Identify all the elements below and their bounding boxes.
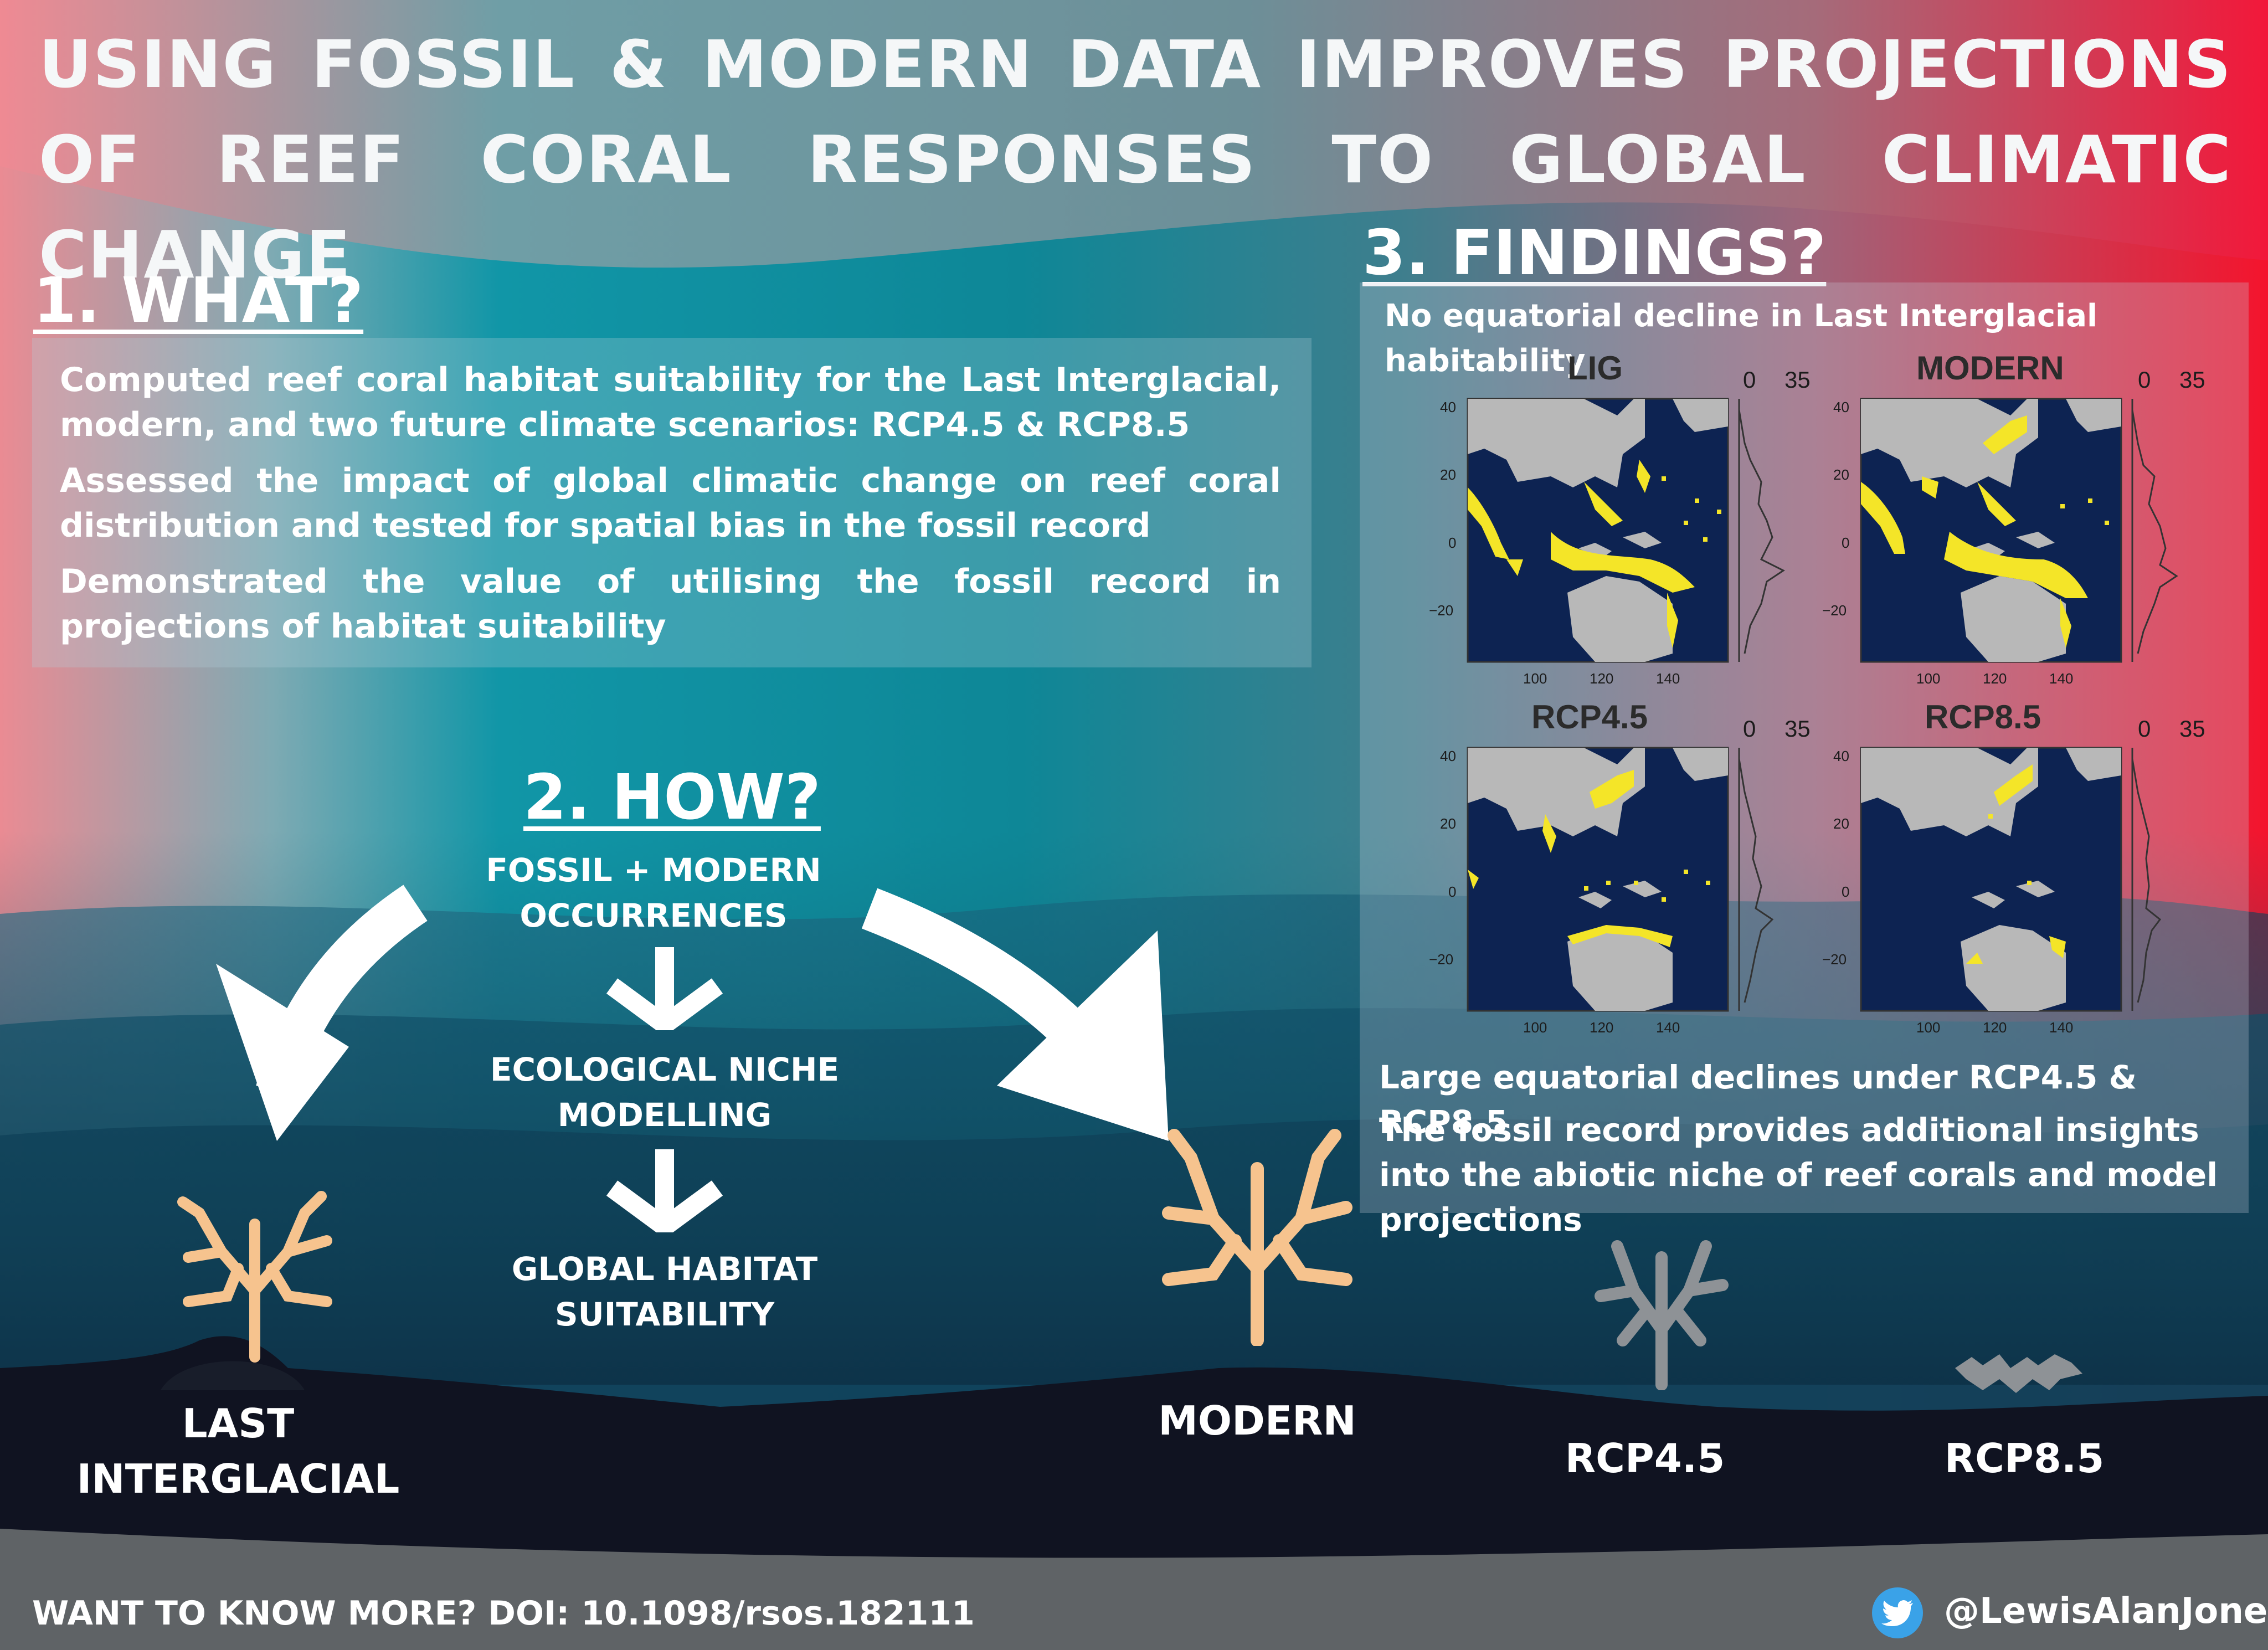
habitat-map <box>1467 747 1774 1012</box>
era-label-lig: LAST INTERGLACIAL <box>76 1400 400 1502</box>
findings-heading: 3. FINDINGS? <box>1362 217 1827 289</box>
scale-min: 0 <box>2138 716 2151 742</box>
y-tick: 40 <box>1833 748 1849 764</box>
habitat-map <box>1860 747 2162 1012</box>
how-step-occurrences: FOSSIL + MODERN OCCURRENCES <box>486 851 821 934</box>
down-arrow-icon <box>606 1149 723 1232</box>
what-heading: 1. WHAT? <box>33 265 364 337</box>
map-lig: LIG 0 35 40 20 0 −20 100 120 140 <box>1385 343 1822 687</box>
bird-icon <box>1881 1600 1913 1626</box>
y-tick: 0 <box>1448 534 1457 551</box>
y-tick: 20 <box>1440 815 1456 832</box>
map-rcp85: RCP8.5 0 35 40 20 0 −20 100 120 140 <box>1778 692 2221 1036</box>
how-heading: 2. HOW? <box>523 762 821 834</box>
x-tick: 120 <box>1590 1019 1614 1036</box>
scale-max: 35 <box>1784 367 1811 393</box>
y-tick: 40 <box>1440 748 1456 764</box>
map-label-rcp45: RCP4.5 <box>1531 698 1648 736</box>
y-tick: −20 <box>1429 951 1454 968</box>
map-modern: MODERN 0 35 40 20 0 −20 100 120 140 <box>1778 343 2221 687</box>
curved-arrow-left-icon <box>216 885 428 1141</box>
x-tick: 140 <box>2049 670 2074 687</box>
dead-coral-icon <box>1955 1354 2082 1393</box>
habitat-map <box>1860 398 2178 663</box>
twitter-icon[interactable] <box>1872 1587 1923 1638</box>
y-tick: 20 <box>1440 466 1456 483</box>
x-tick: 120 <box>1590 670 1614 687</box>
poster-title: USING FOSSIL & MODERN DATA IMPROVES PROJ… <box>39 26 2232 293</box>
y-tick: 20 <box>1833 815 1849 832</box>
map-label-modern: MODERN <box>1916 349 2064 387</box>
healthy-coral-icon <box>1162 1129 1352 1346</box>
seabed-mound <box>161 1361 305 1390</box>
y-tick: 40 <box>1833 399 1849 415</box>
y-tick: 40 <box>1440 399 1456 415</box>
healthy-coral-icon <box>177 1191 332 1363</box>
map-rcp45: RCP4.5 0 35 40 20 0 −20 100 120 140 <box>1385 692 1822 1036</box>
y-tick: −20 <box>1822 951 1847 968</box>
down-arrow-icon <box>606 947 723 1030</box>
scale-min: 0 <box>2138 367 2151 393</box>
curved-arrow-right-icon <box>861 888 1169 1141</box>
scale-max: 35 <box>1784 716 1811 742</box>
scale-min: 0 <box>1743 716 1756 742</box>
scale-min: 0 <box>1743 367 1756 393</box>
habitat-map <box>1467 398 1785 663</box>
what-point-2: Assessed the impact of global climatic c… <box>60 461 1281 545</box>
y-tick: −20 <box>1822 602 1847 619</box>
findings-subtitle: No equatorial decline in Last Interglaci… <box>1385 298 2098 379</box>
x-tick: 120 <box>1983 670 2007 687</box>
x-tick: 100 <box>1523 670 1547 687</box>
y-tick: 0 <box>1842 534 1850 551</box>
era-label-modern: MODERN <box>1158 1397 1356 1444</box>
x-tick: 100 <box>1916 670 1941 687</box>
what-point-1: Computed reef coral habitat suitability … <box>60 361 1281 444</box>
map-label-lig: LIG <box>1567 349 1623 387</box>
doi-link[interactable]: WANT TO KNOW MORE? DOI: 10.1098/rsos.182… <box>32 1594 975 1633</box>
y-tick: 0 <box>1448 883 1457 900</box>
era-label-rcp85: RCP8.5 <box>1944 1435 2105 1482</box>
x-tick: 120 <box>1983 1019 2007 1036</box>
what-panel: Computed reef coral habitat suitability … <box>32 338 1312 667</box>
scale-max: 35 <box>2179 367 2205 393</box>
x-tick: 140 <box>1656 1019 1680 1036</box>
y-tick: −20 <box>1429 602 1454 619</box>
findings-point-2: The fossil record provides additional in… <box>1379 1111 2218 1238</box>
how-step-niche-modelling: ECOLOGICAL NICHE MODELLING <box>490 1051 840 1134</box>
y-tick: 20 <box>1833 466 1849 483</box>
what-point-3: Demonstrated the value of utilising the … <box>60 562 1281 646</box>
era-label-rcp45: RCP4.5 <box>1565 1435 1725 1482</box>
x-tick: 100 <box>1916 1019 1941 1036</box>
findings-point-1: Large equatorial declines under RCP4.5 &… <box>1379 1058 2137 1141</box>
y-tick: 0 <box>1842 883 1850 900</box>
how-step-habitat-suitability: GLOBAL HABITAT SUITABILITY <box>511 1250 818 1333</box>
x-tick: 140 <box>1656 670 1680 687</box>
scale-max: 35 <box>2179 716 2205 742</box>
twitter-handle[interactable]: @LewisAlanJones <box>1944 1591 2268 1632</box>
bleached-coral-icon <box>1595 1240 1729 1390</box>
x-tick: 140 <box>2049 1019 2074 1036</box>
map-label-rcp85: RCP8.5 <box>1925 698 2041 736</box>
x-tick: 100 <box>1523 1019 1547 1036</box>
